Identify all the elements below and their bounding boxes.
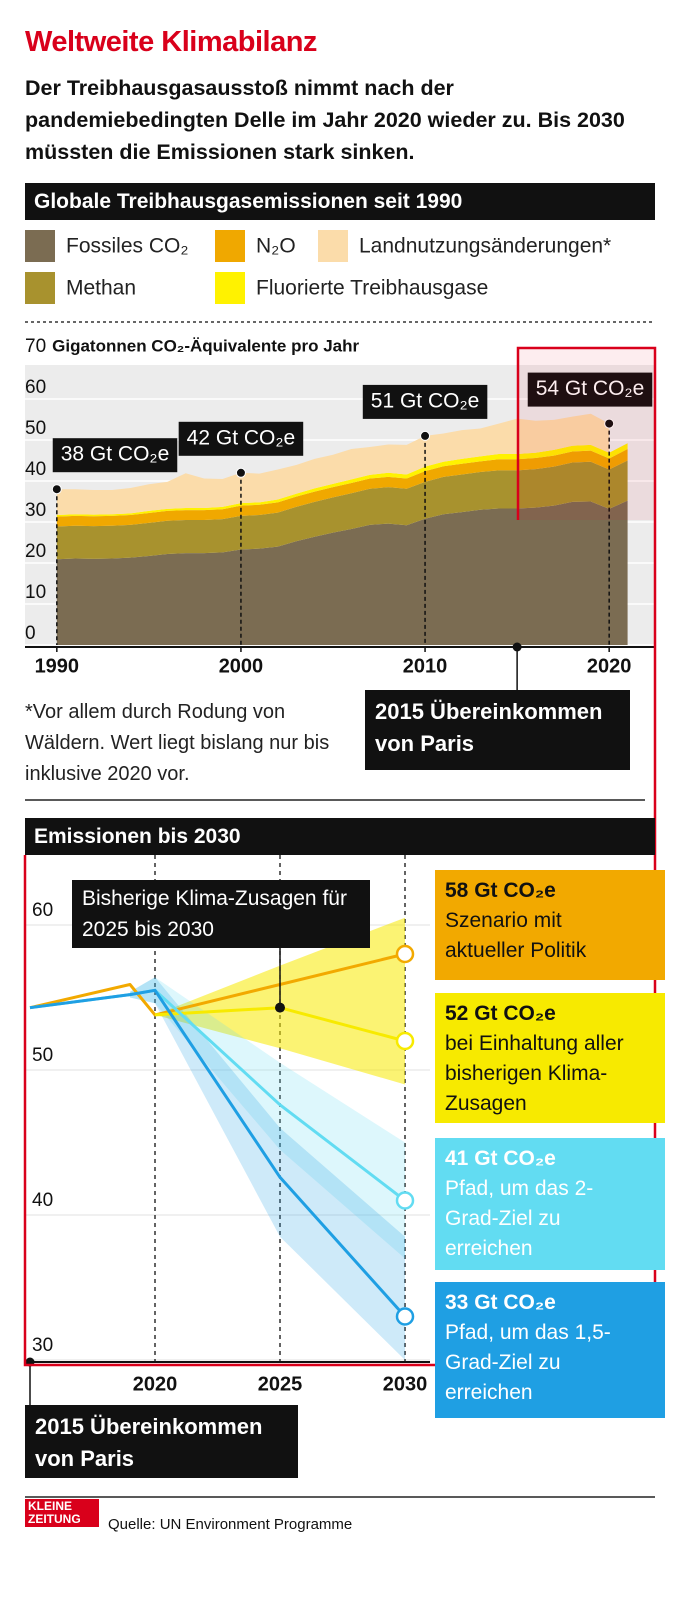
value-label: 58 Gt CO₂e	[445, 879, 556, 902]
y-tick-label: 40	[32, 1190, 53, 1211]
milestone-box: 2015 Übereinkommen von Paris	[365, 690, 630, 770]
annotation-label: 51 Gt CO₂e	[371, 389, 480, 412]
x-tick-label: 2020	[133, 1373, 178, 1395]
uncertainty-band	[130, 977, 405, 1360]
annotation-box	[527, 372, 653, 407]
end-point	[395, 1307, 415, 1326]
area-layer	[56, 449, 628, 527]
area-layer	[56, 413, 610, 516]
legend-swatch	[25, 230, 55, 262]
legend-swatch	[25, 272, 55, 304]
milestone-dot	[512, 642, 522, 652]
annotation-dot	[51, 484, 62, 495]
value-label: 33 Gt CO₂e	[445, 1291, 556, 1314]
highlight-frame	[23, 346, 657, 1367]
area-layer	[56, 500, 628, 645]
legend-label: Fossiles CO₂	[66, 235, 189, 258]
y-tick-label: 0	[25, 623, 36, 644]
y-tick-label: 60	[32, 900, 53, 921]
legend-swatch	[215, 272, 245, 304]
series-box: 41 Gt CO₂e Pfad, um das 2-Grad-Ziel zu er…	[435, 1138, 665, 1270]
legend-swatch	[215, 230, 245, 262]
series-name: bei Einhaltung aller bisherigen Klima-Zu…	[445, 1032, 624, 1115]
annotation-box	[178, 421, 304, 456]
area-layer	[56, 460, 628, 560]
section-header: Emissionen bis 2030	[25, 818, 655, 855]
y-axis-title: Gigatonnen CO₂-Äquivalente pro Jahr	[52, 336, 359, 355]
annotation-label: 38 Gt CO₂e	[61, 443, 170, 466]
uncertainty-band	[130, 977, 405, 1259]
value-label: 52 Gt CO₂e	[445, 1002, 556, 1025]
annotation-dot	[275, 1002, 285, 1013]
y-tick-label: 50	[25, 418, 46, 439]
legend-swatch	[318, 230, 348, 262]
series-line	[29, 988, 407, 1318]
legend-label: N₂O	[256, 235, 296, 258]
x-tick-label: 1990	[35, 655, 80, 677]
series-name: Szenario mit aktueller Politik	[445, 909, 587, 962]
y-tick-label: 40	[25, 459, 46, 480]
y-tick-label: 20	[25, 541, 46, 562]
x-tick-label: 2010	[403, 655, 448, 677]
series-box: 33 Gt CO₂e Pfad, um das 1,5-Grad-Ziel zu …	[435, 1282, 665, 1418]
logo: KLEINE ZEITUNG	[25, 1499, 99, 1527]
series-box: 58 Gt CO₂e Szenario mit aktueller Politik	[435, 870, 665, 980]
annotation-box: Bisherige Klima-Zusagen für 2025 bis 203…	[72, 880, 370, 948]
end-point	[395, 1031, 415, 1051]
annotation-label: 54 Gt CO₂e	[536, 377, 645, 400]
y-tick-label: 50	[32, 1045, 53, 1066]
x-tick-label: 2030	[383, 1373, 428, 1395]
x-tick-label: 2025	[258, 1373, 303, 1395]
highlight-tint	[518, 348, 655, 520]
annotation-box	[52, 438, 178, 473]
legend-label: Methan	[66, 277, 136, 300]
series-box: 52 Gt CO₂e bei Einhaltung aller bisherige…	[435, 993, 665, 1123]
legend-label: Landnutzungsänderungen*	[359, 235, 611, 258]
series-name: Pfad, um das 1,5-Grad-Ziel zu erreichen	[445, 1321, 611, 1404]
y-tick-label: 30	[32, 1335, 53, 1356]
page-subtitle: Der Treibhausgasausstoß nimmt nach der p…	[25, 76, 625, 164]
y-tick-label: 10	[25, 582, 46, 603]
section-header: Globale Treibhausgasemissionen seit 1990	[25, 183, 655, 220]
annotation-dot	[235, 467, 246, 478]
annotation-label: 42 Gt CO₂e	[187, 426, 296, 449]
annotation-dot	[604, 418, 615, 429]
footnote: *Vor allem durch Rodung von Wäldern. Wer…	[25, 701, 330, 785]
y-tick-label: 60	[25, 377, 46, 398]
y-tick-label: 70	[25, 336, 46, 357]
legend-label: Fluorierte Treibhausgase	[256, 277, 488, 300]
end-point	[395, 1191, 415, 1210]
x-tick-label: 2020	[587, 655, 632, 677]
series-name: Pfad, um das 2-Grad-Ziel zu erreichen	[445, 1177, 594, 1260]
end-point	[395, 944, 415, 964]
source: Quelle: UN Environment Programme	[108, 1516, 353, 1533]
area-layer	[56, 443, 628, 517]
value-label: 41 Gt CO₂e	[445, 1147, 556, 1170]
page-title: Weltweite Klimabilanz	[25, 26, 317, 58]
milestone-box: 2015 Übereinkommen von Paris	[25, 1405, 298, 1478]
y-tick-label: 30	[25, 500, 46, 521]
annotation-dot	[420, 430, 431, 441]
x-tick-label: 2000	[219, 655, 264, 677]
annotation-box	[362, 384, 488, 419]
